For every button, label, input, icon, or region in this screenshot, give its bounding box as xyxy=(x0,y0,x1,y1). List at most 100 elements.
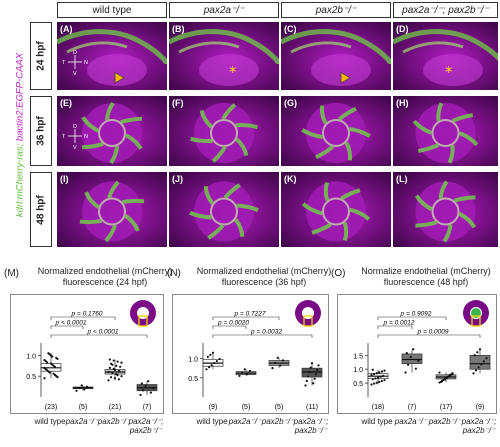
axis-letter-v: V xyxy=(73,145,77,151)
data-point xyxy=(371,378,374,381)
data-point xyxy=(472,372,475,375)
micrograph-panel-D: * (D) xyxy=(393,22,498,90)
p-value-label: p = 0.0020 xyxy=(217,320,249,327)
p-value-label: p = 0.1760 xyxy=(71,311,103,318)
x-axis-label-O-2: pax2b⁻/⁻ xyxy=(428,417,462,426)
asterisk-marker: * xyxy=(445,63,453,81)
eye-outline xyxy=(415,181,476,242)
data-point xyxy=(373,373,376,376)
data-point xyxy=(116,374,119,377)
hyaloid-vessel xyxy=(109,145,120,165)
column-header-pax2a: pax2a⁻/⁻ xyxy=(169,2,279,18)
panel-label-F: (F) xyxy=(172,98,184,108)
data-point xyxy=(317,364,320,367)
roi-box-icon xyxy=(138,315,148,327)
hyaloid-vessel xyxy=(122,198,145,205)
vessel xyxy=(169,29,279,65)
significance-bracket xyxy=(377,316,447,320)
data-point xyxy=(383,369,386,372)
eye-outline xyxy=(194,103,254,163)
p-value-label: p = 0.9092 xyxy=(400,311,432,318)
hyaloid-vessel xyxy=(349,126,371,138)
data-point xyxy=(373,382,376,385)
data-point xyxy=(107,379,110,382)
data-point xyxy=(205,368,208,371)
x-axis-label-O-3: pax2a⁻/⁻; pax2b⁻/⁻ xyxy=(457,417,500,435)
sample-count-label: (17) xyxy=(440,404,452,411)
data-point xyxy=(417,359,420,362)
x-axis-label-M-2: pax2b⁻/⁻ xyxy=(97,417,131,426)
data-point xyxy=(281,359,284,362)
sample-count-label: (9) xyxy=(476,404,485,411)
data-point xyxy=(241,371,244,374)
hyaloid-vessel xyxy=(124,214,140,232)
data-point xyxy=(478,348,482,351)
axis-letter-d: D xyxy=(73,124,77,130)
sample-count-label: (11) xyxy=(306,404,318,411)
arrowhead-marker xyxy=(340,72,351,84)
data-point xyxy=(47,352,50,355)
hyaloid-vessel xyxy=(458,211,477,229)
eye-outline xyxy=(82,181,142,242)
hyaloid-vessel xyxy=(124,133,143,150)
data-point xyxy=(313,377,316,380)
x-axis-label-double-line2: pax2b⁻/⁻ xyxy=(294,426,328,435)
hyaloid-vessel xyxy=(453,195,476,203)
micrograph-panel-F: (F) xyxy=(169,96,279,166)
micrograph-panel-E: D V T N (E) xyxy=(57,96,167,166)
row-label-36hpf: 36 hpf xyxy=(30,96,52,166)
hyaloid-vessel xyxy=(79,218,102,225)
data-point xyxy=(117,369,120,373)
data-point xyxy=(43,366,46,370)
eye-outline xyxy=(194,181,254,242)
data-point xyxy=(307,375,310,378)
y-tick-label: 1.5 xyxy=(353,353,363,360)
x-axis-label-double-line1: pax2a⁻/⁻; xyxy=(293,417,329,426)
sample-count-label: (5) xyxy=(275,404,284,411)
significance-bracket xyxy=(212,334,313,338)
hyaloid-vessel xyxy=(190,136,213,143)
data-point xyxy=(243,368,246,371)
orientation-axes: D V T N xyxy=(62,124,88,151)
data-point xyxy=(111,371,114,375)
orientation-axes: D V T N xyxy=(62,50,88,77)
p-value-label: p = 0.0012 xyxy=(383,320,415,327)
eye-region xyxy=(423,54,483,86)
data-point xyxy=(407,363,410,366)
transgene-green-label: kdrl:mCherry-ras; xyxy=(14,143,26,217)
data-point xyxy=(85,385,88,388)
lens xyxy=(322,119,350,147)
vessel xyxy=(57,29,167,65)
p-value-label: p = 0.0009 xyxy=(417,329,449,336)
data-point xyxy=(310,362,314,365)
panel-label-K: (K) xyxy=(284,174,297,184)
x-axis-label-double-line1: pax2a⁻/⁻; xyxy=(128,417,164,426)
data-point xyxy=(409,355,412,359)
data-point xyxy=(370,383,373,386)
hyaloid-vessel xyxy=(417,143,440,153)
sample-count-label: (21) xyxy=(109,404,121,411)
hyaloid-vessel xyxy=(104,101,115,121)
panel-label-L: (L) xyxy=(396,174,408,184)
micrograph-panel-C: (C) xyxy=(281,22,391,90)
data-point xyxy=(446,376,449,379)
significance-bracket xyxy=(377,334,481,338)
data-point xyxy=(276,356,279,359)
arrowhead-marker xyxy=(114,72,125,84)
x-axis-label-N-1: pax2a⁻/⁻ xyxy=(228,417,262,426)
panel-label-C: (C) xyxy=(284,24,297,34)
row-label-24hpf: 24 hpf xyxy=(30,22,52,90)
micrograph-panel-H: (H) xyxy=(393,96,498,166)
hyaloid-vessel xyxy=(337,106,357,121)
panel-label-J: (J) xyxy=(172,174,183,184)
x-axis-label-M-0: wild type xyxy=(34,417,66,426)
eye-region xyxy=(87,54,147,86)
x-axis-label-double-line1: pax2a⁻/⁻; xyxy=(461,417,497,426)
eye-outline xyxy=(415,103,476,163)
hyaloid-vessel xyxy=(82,141,104,150)
hyaloid-vessel xyxy=(323,181,330,202)
hyaloid-vessel xyxy=(84,191,100,209)
hyaloid-vessel xyxy=(189,210,212,220)
vessel xyxy=(290,41,352,54)
x-axis-label-N-0: wild type xyxy=(196,417,228,426)
